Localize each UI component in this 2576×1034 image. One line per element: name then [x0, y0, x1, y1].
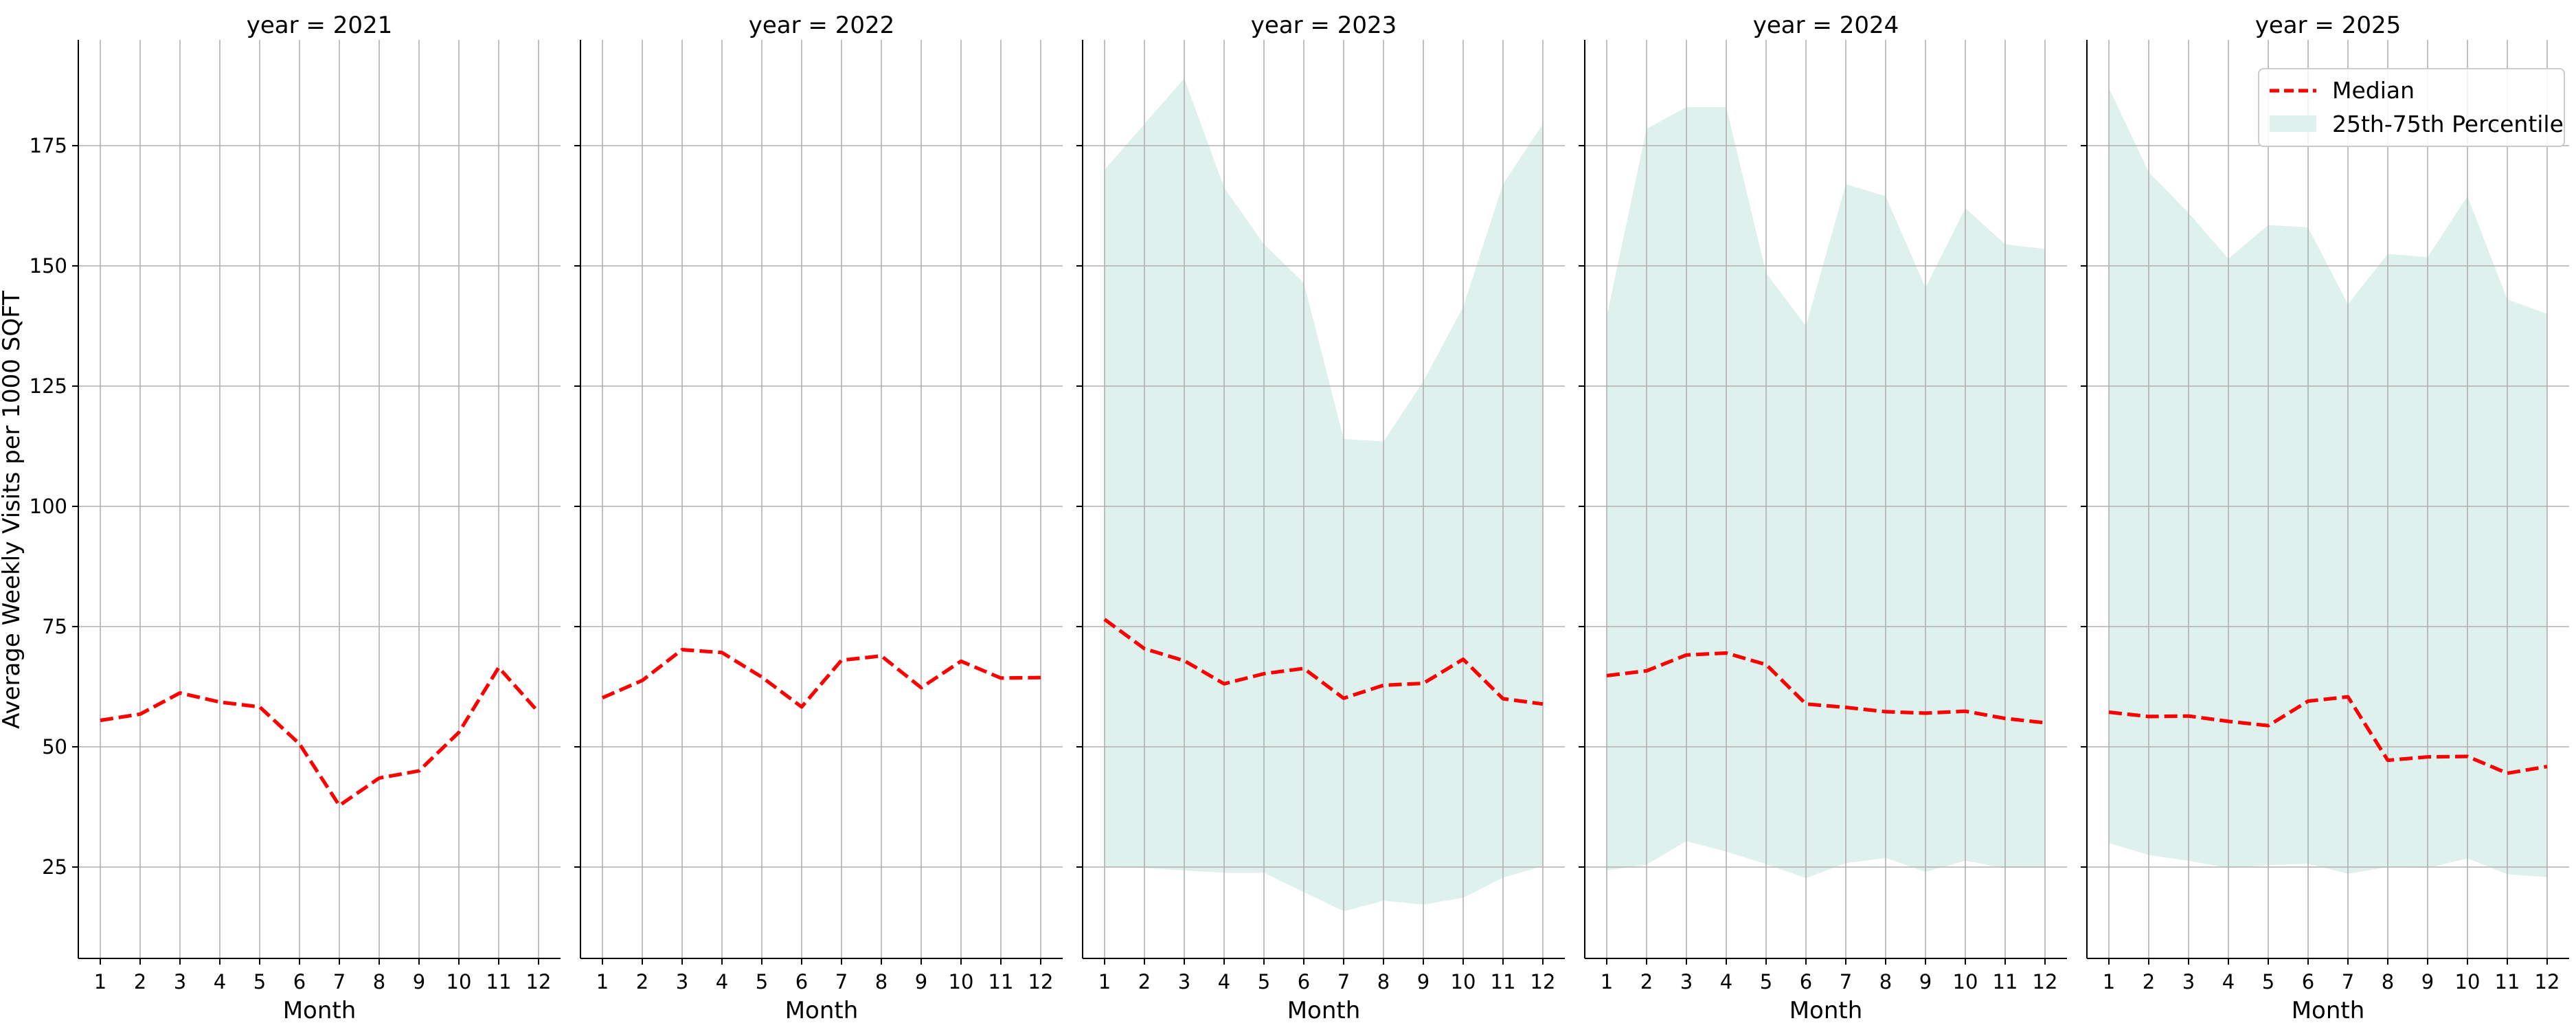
y-tick-label: 125 [30, 374, 67, 398]
x-tick-label: 12 [1530, 970, 1556, 993]
x-tick-label: 8 [1377, 970, 1390, 993]
percentile-band [2109, 88, 2547, 877]
percentile-band [1105, 78, 1543, 912]
legend-band-label: 25th-75th Percentile [2332, 111, 2564, 137]
x-tick-label: 1 [1601, 970, 1613, 993]
x-tick-label: 3 [1680, 970, 1693, 993]
x-tick-label: 11 [2495, 970, 2520, 993]
x-tick-label: 8 [1879, 970, 1892, 993]
x-tick-label: 6 [293, 970, 306, 993]
median-line [1606, 651, 2046, 725]
x-tick-label: 11 [1491, 970, 1516, 993]
x-tick-label: 12 [526, 970, 552, 993]
panel-title: year = 2023 [1251, 12, 1397, 39]
x-axis-label: Month [2292, 997, 2365, 1024]
median-line [601, 647, 1041, 709]
x-tick-label: 5 [1258, 970, 1270, 993]
y-tick-label: 50 [42, 735, 67, 758]
x-tick-label: 8 [373, 970, 385, 993]
x-tick-label: 11 [988, 970, 1014, 993]
y-axis-label: Average Weekly Visits per 1000 SQFT [0, 291, 25, 729]
x-axis-label: Month [283, 997, 357, 1024]
x-tick-label: 1 [2103, 970, 2115, 993]
x-tick-label: 12 [2535, 970, 2560, 993]
y-tick-label: 100 [30, 495, 67, 518]
x-tick-label: 7 [835, 970, 848, 993]
x-tick-label: 3 [676, 970, 688, 993]
x-tick-label: 5 [756, 970, 768, 993]
x-tick-label: 6 [1298, 970, 1310, 993]
y-tick-label: 150 [30, 254, 67, 278]
x-tick-label: 8 [875, 970, 888, 993]
x-tick-label: 6 [2302, 970, 2314, 993]
x-tick-label: 9 [2421, 970, 2434, 993]
x-tick-label: 2 [2143, 970, 2155, 993]
x-axis-label: Month [785, 997, 859, 1024]
x-tick-label: 11 [486, 970, 512, 993]
legend-median-label: Median [2332, 77, 2415, 104]
y-tick-label: 175 [30, 134, 67, 157]
x-tick-label: 3 [2182, 970, 2195, 993]
x-tick-label: 1 [1098, 970, 1111, 993]
x-tick-label: 7 [1840, 970, 1852, 993]
x-tick-label: 11 [1993, 970, 2018, 993]
x-tick-label: 4 [716, 970, 728, 993]
x-tick-label: 1 [596, 970, 609, 993]
x-tick-label: 7 [333, 970, 346, 993]
legend-band-swatch [2270, 115, 2316, 132]
x-tick-label: 8 [2382, 970, 2394, 993]
x-axis-label: Month [1789, 997, 1863, 1024]
x-tick-label: 6 [795, 970, 808, 993]
x-tick-label: 10 [2455, 970, 2481, 993]
median-line [1103, 618, 1544, 706]
x-tick-label: 2 [636, 970, 648, 993]
x-tick-label: 2 [1138, 970, 1151, 993]
x-tick-label: 4 [1720, 970, 1732, 993]
x-tick-label: 10 [447, 970, 472, 993]
x-tick-label: 9 [915, 970, 927, 993]
median-line [2108, 695, 2548, 776]
panel-title: year = 2025 [2255, 12, 2401, 39]
x-axis-label: Month [1287, 997, 1361, 1024]
x-tick-label: 5 [253, 970, 266, 993]
x-tick-label: 4 [2222, 970, 2235, 993]
x-tick-label: 10 [949, 970, 974, 993]
y-tick-label: 25 [42, 855, 67, 879]
panel-title: year = 2024 [1753, 12, 1899, 39]
x-tick-label: 9 [1417, 970, 1430, 993]
x-tick-label: 12 [1028, 970, 1054, 993]
x-tick-label: 4 [214, 970, 226, 993]
x-tick-label: 6 [1800, 970, 1812, 993]
legend: Median 25th-75th Percentile [2258, 68, 2565, 147]
x-tick-label: 5 [1760, 970, 1772, 993]
x-tick-label: 9 [413, 970, 425, 993]
legend-box [2258, 68, 2565, 147]
x-tick-label: 10 [1953, 970, 1978, 993]
x-tick-label: 10 [1451, 970, 1476, 993]
y-tick-label: 75 [42, 615, 67, 638]
x-tick-label: 3 [174, 970, 186, 993]
x-tick-label: 7 [1337, 970, 1350, 993]
median-line [100, 665, 540, 808]
x-tick-label: 9 [1919, 970, 1932, 993]
x-tick-label: 1 [94, 970, 106, 993]
x-tick-label: 5 [2262, 970, 2274, 993]
x-tick-label: 2 [134, 970, 146, 993]
percentile-band [1607, 107, 2045, 879]
x-tick-label: 3 [1178, 970, 1190, 993]
x-tick-label: 7 [2342, 970, 2354, 993]
x-tick-label: 2 [1640, 970, 1653, 993]
panel-title: year = 2021 [247, 12, 392, 39]
panel-title: year = 2022 [749, 12, 894, 39]
x-tick-label: 4 [1218, 970, 1230, 993]
x-tick-label: 12 [2033, 970, 2058, 993]
